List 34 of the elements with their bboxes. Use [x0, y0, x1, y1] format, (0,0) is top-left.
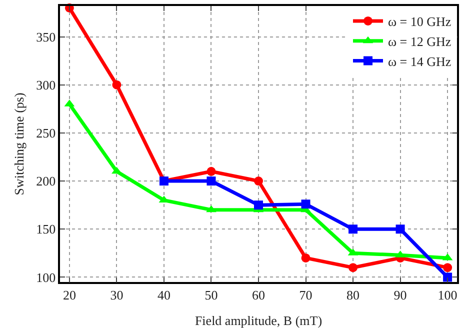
point — [206, 166, 216, 176]
x-axis-title: Field amplitude, B (mT) — [194, 313, 322, 328]
point — [254, 176, 263, 186]
point — [112, 166, 122, 174]
x-tick-label: 40 — [157, 287, 170, 302]
x-tick-label: 80 — [346, 287, 360, 302]
point — [301, 253, 310, 262]
y-tick-label: 350 — [36, 29, 56, 44]
point — [396, 224, 405, 234]
point — [112, 80, 122, 90]
x-tick-label: 50 — [204, 287, 218, 302]
point — [301, 200, 310, 209]
point — [443, 272, 452, 282]
y-tick-label: 300 — [36, 77, 56, 92]
x-tick-label: 100 — [438, 287, 458, 302]
x-tick-label: 30 — [110, 287, 124, 302]
point — [348, 263, 358, 272]
point — [254, 200, 263, 210]
legend-label: ω = 12 GHz — [388, 34, 452, 49]
point — [206, 176, 216, 186]
y-tick-label: 250 — [36, 125, 56, 140]
x-tick-label: 60 — [252, 287, 265, 302]
y-tick-label: 150 — [36, 222, 56, 237]
x-tick-label: 20 — [62, 287, 76, 302]
x-tick-label: 70 — [299, 287, 312, 302]
point — [206, 205, 216, 212]
point — [348, 224, 358, 234]
y-tick-label: 100 — [36, 270, 56, 285]
legend-label: ω = 10 GHz — [388, 14, 452, 30]
y-axis-title: Switching time (ps) — [12, 92, 26, 196]
legend-label: ω = 14 GHz — [388, 54, 452, 69]
x-tick-label: 90 — [394, 287, 407, 302]
y-tick-label: 200 — [36, 174, 56, 189]
point — [443, 263, 452, 272]
